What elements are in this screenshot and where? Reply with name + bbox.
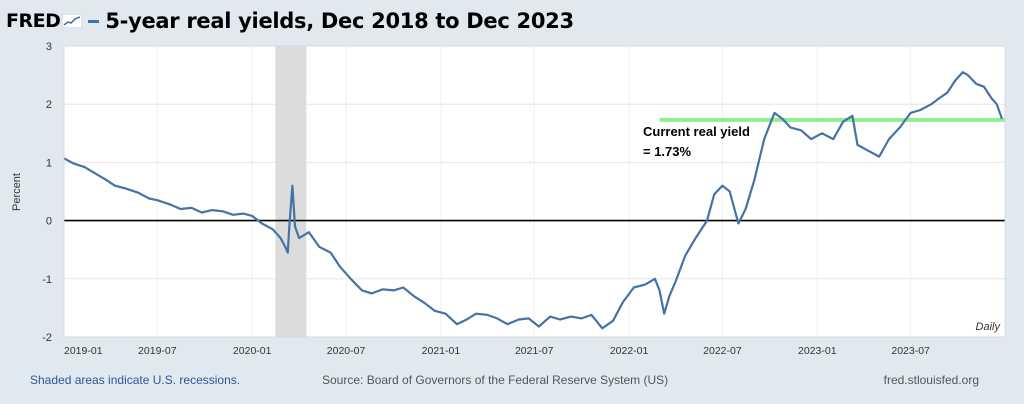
y-tick-label: 2 [46, 99, 52, 111]
series-legend-swatch [88, 19, 100, 23]
plot-border [63, 45, 1006, 338]
chart-header: FRED 5-year real yields, Dec 2018 to Dec… [6, 4, 574, 38]
yield-series-line [63, 71, 1003, 330]
x-tick-label: 2019-01 [64, 345, 103, 357]
x-tick-label: 2022-07 [703, 345, 742, 357]
y-tick-label: 1 [46, 157, 52, 169]
fred-logo[interactable]: FRED [6, 10, 61, 32]
annotation-line-1: Current real yield [643, 124, 750, 139]
y-tick-label: 0 [46, 216, 52, 228]
x-tick-label: 2021-07 [515, 345, 554, 357]
x-tick-label: 2019-07 [138, 345, 177, 357]
chart-title: 5-year real yields, Dec 2018 to Dec 2023 [105, 9, 574, 33]
x-tick-label: 2023-07 [891, 345, 930, 357]
y-axis-ticks: 3 2 1 0 -1 -2 [42, 41, 52, 344]
y-axis-label: Percent [11, 173, 23, 211]
x-tick-label: 2023-01 [798, 345, 837, 357]
x-axis-ticks: 2019-01 2019-07 2020-01 2020-07 2021-01 2021-… [64, 345, 930, 357]
recession-note-link[interactable]: Shaded areas indicate U.S. recessions. [30, 373, 241, 387]
y-tick-label: -1 [42, 274, 52, 286]
source-note: Source: Board of Governors of the Federa… [322, 373, 669, 387]
x-tick-label: 2020-01 [233, 345, 272, 357]
y-tick-label: -2 [42, 332, 52, 344]
y-tick-label: 3 [46, 41, 52, 53]
trend-graph-icon [62, 14, 83, 28]
x-tick-label: 2020-07 [327, 345, 366, 357]
annotation-line-2: = 1.73% [643, 144, 692, 159]
frequency-label: Daily [976, 321, 1002, 333]
site-link[interactable]: fred.stlouisfed.org [883, 373, 979, 387]
x-tick-label: 2022-01 [610, 345, 649, 357]
x-tick-label: 2021-01 [422, 345, 461, 357]
